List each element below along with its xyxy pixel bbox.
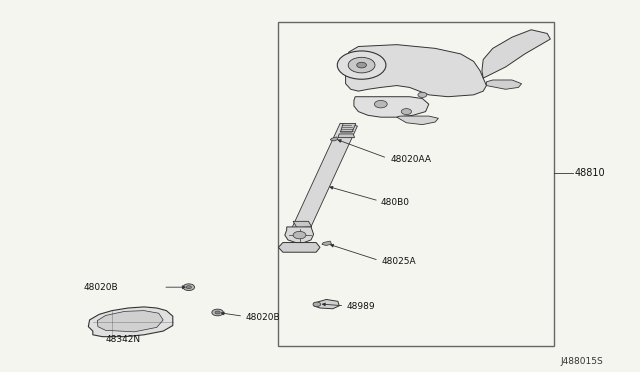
Polygon shape — [97, 311, 163, 332]
Circle shape — [215, 311, 220, 314]
Circle shape — [313, 302, 321, 307]
Circle shape — [337, 51, 386, 79]
Circle shape — [212, 309, 223, 316]
Circle shape — [374, 100, 387, 108]
Circle shape — [293, 231, 306, 239]
Polygon shape — [486, 80, 522, 89]
Polygon shape — [340, 124, 356, 132]
Polygon shape — [88, 307, 173, 337]
Polygon shape — [482, 30, 550, 78]
Polygon shape — [397, 116, 438, 125]
Polygon shape — [346, 45, 486, 97]
Text: 480B0: 480B0 — [381, 198, 410, 207]
Text: 48020AA: 48020AA — [390, 155, 431, 164]
Circle shape — [418, 92, 427, 97]
Polygon shape — [330, 137, 338, 141]
Polygon shape — [322, 241, 332, 246]
Polygon shape — [314, 299, 339, 309]
Circle shape — [183, 284, 195, 291]
Circle shape — [401, 109, 412, 115]
FancyBboxPatch shape — [355, 52, 429, 80]
Circle shape — [186, 286, 191, 289]
Text: 48342N: 48342N — [106, 335, 141, 344]
Text: 48810: 48810 — [575, 168, 605, 178]
Text: 48020B: 48020B — [83, 283, 118, 292]
Polygon shape — [293, 221, 312, 228]
Polygon shape — [285, 227, 314, 243]
Bar — [278, 22, 554, 346]
Circle shape — [348, 57, 375, 73]
Polygon shape — [278, 243, 320, 252]
Text: 48025A: 48025A — [381, 257, 416, 266]
Polygon shape — [292, 123, 358, 230]
Text: 48989: 48989 — [347, 302, 376, 311]
Polygon shape — [354, 97, 429, 117]
Polygon shape — [338, 134, 355, 138]
Text: 48020B: 48020B — [246, 313, 280, 322]
Circle shape — [356, 62, 367, 68]
Text: J488015S: J488015S — [560, 357, 603, 366]
